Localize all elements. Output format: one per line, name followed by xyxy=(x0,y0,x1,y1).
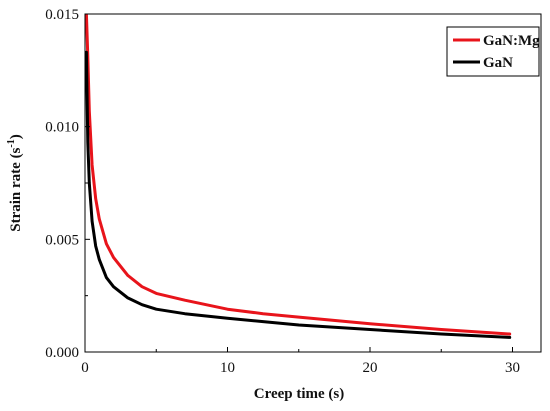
x-axis-title: Creep time (s) xyxy=(254,386,345,402)
axes: 0 10 20 30 0.000 0.005 0.010 0.015 xyxy=(45,7,542,376)
y-axis-title: Strain rate (s-1) xyxy=(6,134,24,232)
legend-label-gan-mg: GaN:Mg xyxy=(483,33,540,49)
x-tick-label: 0 xyxy=(81,360,89,376)
y-axis-title-close: ) xyxy=(8,134,24,139)
y-tick-label: 0.005 xyxy=(45,232,79,248)
series-line-gan xyxy=(85,50,512,339)
y-axis-title-sup: -1 xyxy=(6,139,17,147)
y-tick-label: 0.015 xyxy=(45,7,79,23)
x-tick-label: 30 xyxy=(505,360,520,376)
legend-box xyxy=(446,26,540,77)
series-line-gan-mg xyxy=(85,14,512,336)
legend: GaN:Mg GaN xyxy=(446,26,540,77)
plot-area xyxy=(85,14,512,339)
x-tick-label: 10 xyxy=(220,360,235,376)
y-tick-label: 0.010 xyxy=(45,120,79,136)
y-axis-title-main: Strain rate (s xyxy=(8,147,24,231)
x-tick-label: 20 xyxy=(363,360,378,376)
y-tick-label: 0.000 xyxy=(45,345,79,361)
legend-label-gan: GaN xyxy=(483,55,513,71)
